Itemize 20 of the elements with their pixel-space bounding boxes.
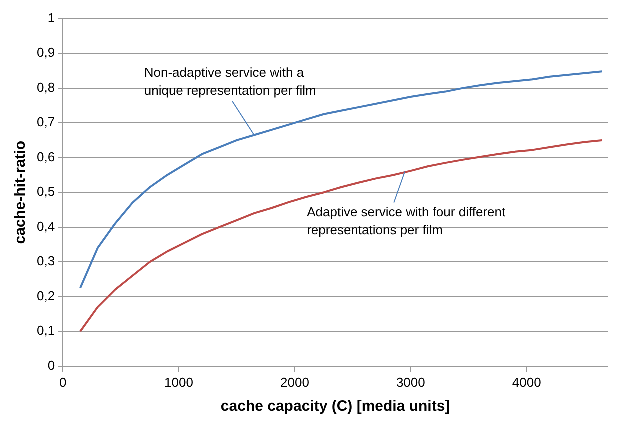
x-tick-label: 1000 [164, 374, 194, 390]
x-tick-label: 0 [59, 374, 67, 390]
y-tick-label: 1 [48, 10, 56, 26]
x-axis-title: cache capacity (C) [media units] [220, 398, 450, 416]
x-tick-label: 3000 [396, 374, 426, 390]
y-tick-label: 0 [48, 358, 56, 373]
y-tick-label: 0,5 [36, 184, 56, 200]
x-tick-label: 2000 [280, 374, 310, 390]
y-tick-label: 0,9 [36, 45, 56, 60]
x-tick-label: 4000 [512, 374, 542, 390]
y-tick-label: 0,2 [36, 288, 56, 304]
annotation: Non-adaptive service with a unique representation per film [144, 65, 316, 98]
annotation: Adaptive service with four different representations per film [307, 204, 506, 238]
y-tick-label: 0,4 [36, 218, 56, 234]
y-tick-label: 0,3 [36, 254, 56, 269]
y-axis-title: cache-hit-ratio [12, 140, 30, 244]
y-tick-label: 0,7 [36, 114, 56, 130]
y-tick-label: 0,1 [36, 323, 56, 338]
y-tick-label: 0,8 [36, 80, 56, 95]
y-tick-label: 0,6 [36, 149, 56, 164]
